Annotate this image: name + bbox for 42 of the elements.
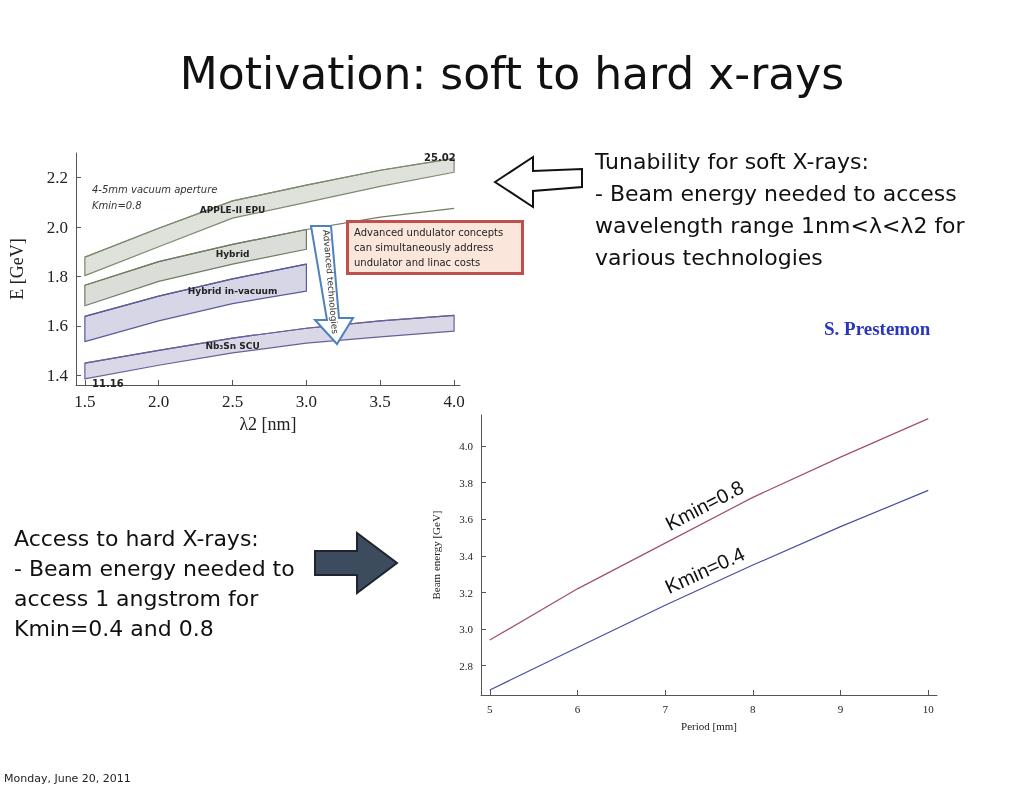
x-tick-label: 3.5	[369, 392, 391, 411]
series-label: Hybrid	[215, 249, 250, 260]
text: S. Prestemon	[824, 318, 931, 340]
y-tick-label: 3.8	[459, 476, 474, 489]
y-tick-label: 1.4	[46, 365, 69, 385]
y-tick-label: 3.0	[459, 623, 474, 636]
x-tick-label: 9	[837, 702, 844, 715]
x-axis-title: λ2 [nm]	[239, 413, 297, 434]
y-tick-label: 3.6	[459, 513, 474, 526]
x-tick-label: 5	[487, 702, 494, 715]
y-tick-label: 3.2	[459, 586, 473, 599]
text: Monday, June 20, 2011	[4, 772, 131, 785]
y-tick-label: 4.0	[459, 440, 474, 453]
y-axis-title: Beam energy [GeV]	[429, 510, 442, 600]
y-tick-label: 2.2	[46, 168, 68, 188]
annotation: 4-5mm vacuum aperture	[92, 184, 218, 195]
y-tick-label: 2.8	[459, 659, 474, 672]
x-tick-label: 6	[574, 702, 581, 715]
series-label: Hybrid in-vacuum	[187, 286, 278, 297]
annotation: 25.02	[424, 152, 456, 163]
x-tick-label: 10	[922, 702, 935, 715]
text: Access to hard X-rays: - Beam energy needed to access 1 angstrom for Kmin=0.4 and 0.8	[14, 525, 296, 643]
annotation: Advanced technologies	[321, 229, 341, 335]
x-tick-label: 8	[750, 702, 757, 715]
x-tick-label: 7	[662, 702, 669, 715]
y-axis-title: E [GeV]	[7, 238, 27, 300]
x-tick-label: 3.0	[295, 392, 318, 411]
chart-title: Motivation: soft to hard x-rays	[178, 48, 846, 99]
y-tick-label: 1.8	[46, 266, 68, 286]
annotation: Kmin=0.8	[92, 200, 142, 211]
line-series	[84, 263, 307, 317]
line-series	[489, 418, 929, 641]
y-tick-label: 3.4	[459, 549, 474, 562]
x-tick-label: 1.5	[74, 392, 96, 411]
y-tick-label: 1.6	[46, 316, 68, 336]
series-label: Nb₃Sn SCU	[205, 340, 260, 351]
text: Tunability for soft X-rays: - Beam energy needed to access wavelength range 1nm<λ<λ2 for various technologies	[595, 148, 966, 272]
x-tick-label: 2.0	[148, 392, 170, 411]
annotation: Advanced undulator concepts can simultaneously address undulator and linac costs	[346, 220, 524, 275]
x-axis-title: Period [mm]	[681, 719, 737, 732]
x-tick-label: 2.5	[221, 392, 244, 411]
y-tick-label: 2.0	[46, 217, 68, 237]
